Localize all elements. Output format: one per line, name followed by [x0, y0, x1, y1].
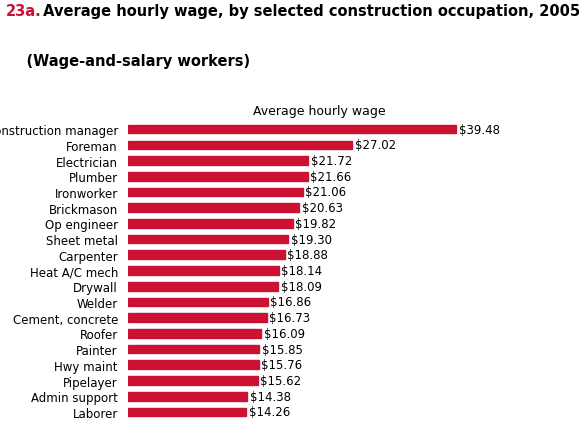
Bar: [128, 361, 259, 369]
Text: $18.09: $18.09: [281, 280, 322, 293]
Bar: [128, 126, 456, 134]
Bar: [128, 157, 309, 166]
Text: $14.38: $14.38: [250, 390, 291, 403]
Bar: [128, 204, 299, 212]
Text: $18.88: $18.88: [287, 249, 328, 262]
Bar: [128, 298, 268, 307]
Bar: [128, 267, 278, 275]
Text: $39.48: $39.48: [459, 123, 499, 136]
Bar: [128, 408, 246, 416]
Text: 23a.: 23a.: [6, 4, 42, 19]
Bar: [128, 188, 303, 197]
Bar: [128, 251, 285, 260]
Text: $21.66: $21.66: [310, 170, 351, 183]
Bar: [128, 329, 262, 338]
Text: (Wage-and-salary workers): (Wage-and-salary workers): [6, 54, 250, 69]
Bar: [128, 345, 259, 353]
Bar: [128, 141, 353, 150]
Text: $15.85: $15.85: [262, 343, 303, 356]
Bar: [128, 392, 247, 401]
Bar: [128, 220, 292, 228]
Text: $16.86: $16.86: [270, 296, 311, 309]
Text: $19.82: $19.82: [295, 218, 336, 230]
Bar: [128, 235, 288, 244]
Bar: [128, 376, 258, 385]
Text: $18.14: $18.14: [281, 264, 322, 277]
Text: $19.30: $19.30: [291, 233, 332, 246]
Text: $21.06: $21.06: [305, 186, 346, 199]
Text: $16.09: $16.09: [264, 327, 305, 340]
Bar: [128, 282, 278, 291]
Text: $15.76: $15.76: [261, 359, 302, 372]
Bar: [128, 313, 267, 322]
Text: $15.62: $15.62: [260, 374, 301, 387]
Text: $21.72: $21.72: [311, 155, 352, 168]
Bar: [128, 172, 308, 181]
Title: Average hourly wage: Average hourly wage: [253, 105, 385, 118]
Text: Average hourly wage, by selected construction occupation, 2005: Average hourly wage, by selected constru…: [38, 4, 580, 19]
Text: $20.63: $20.63: [302, 202, 343, 215]
Text: $16.73: $16.73: [269, 311, 310, 324]
Text: $14.26: $14.26: [249, 405, 290, 418]
Text: $27.02: $27.02: [355, 139, 396, 152]
